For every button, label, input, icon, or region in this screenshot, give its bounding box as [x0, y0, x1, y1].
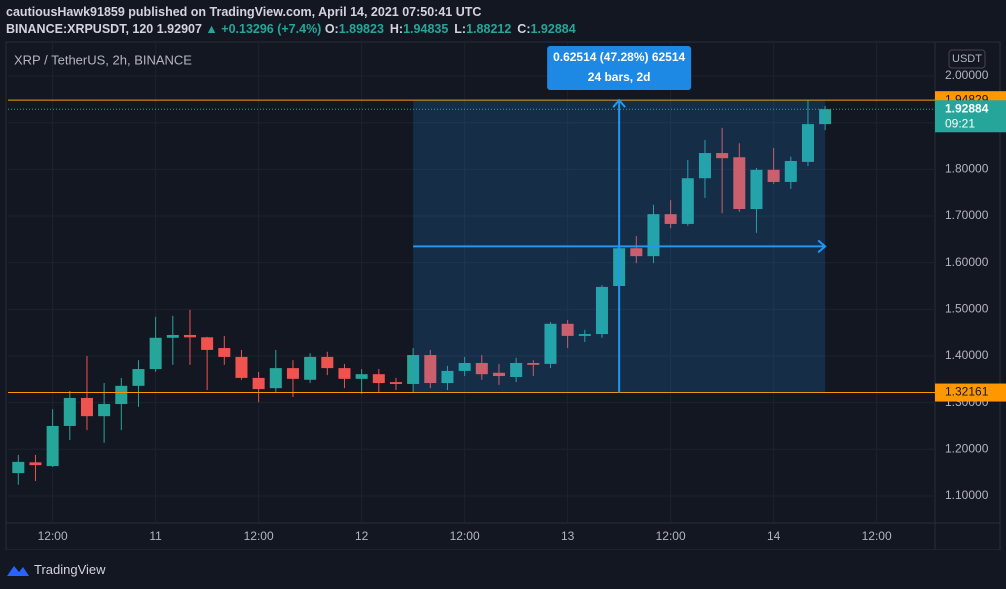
change: ▲ +0.13296 (+7.4%)	[205, 22, 322, 36]
x-tick-label: 12:00	[450, 529, 480, 543]
footer: TradingView	[6, 562, 106, 577]
candle-body	[681, 178, 694, 224]
candle-body	[527, 362, 540, 365]
ohlc-label: H:	[389, 22, 404, 36]
candle-body	[630, 248, 643, 257]
chart-frame	[5, 41, 1001, 550]
y-tick-label: 2.00000	[945, 68, 989, 82]
candle-body	[132, 369, 145, 386]
candle-body	[733, 157, 746, 210]
y-tick-label: 1.10000	[945, 488, 989, 502]
candle-body	[115, 385, 128, 405]
x-tick-label: 12:00	[656, 529, 686, 543]
ohlc-value: 1.88212	[466, 22, 512, 36]
candle-body	[544, 323, 557, 364]
x-tick-label: 12	[355, 529, 369, 543]
last-price-label: 1.92884	[945, 101, 989, 115]
symbol-line: BINANCE:XRPUSDT, 120 1.92907 ▲ +0.13296 …	[6, 21, 582, 38]
y-tick-label: 1.20000	[945, 441, 989, 455]
candle-body	[355, 374, 368, 379]
price-tag	[935, 383, 1006, 402]
candle-body	[252, 377, 265, 390]
candle-body	[80, 397, 93, 417]
x-tick-label: 14	[767, 529, 781, 543]
candle-body	[29, 462, 42, 466]
currency-box	[948, 49, 986, 69]
arrow-head	[817, 239, 827, 254]
candle-body	[269, 368, 282, 389]
y-tick-label: 1.80000	[945, 162, 989, 176]
measure-subtext: 24 bars, 2d	[588, 70, 651, 84]
candle-body	[767, 169, 780, 182]
candle-body	[235, 356, 248, 378]
ohlc-label: C:	[517, 22, 531, 36]
publisher: cautiousHawk91859 published on TradingVi…	[6, 5, 482, 19]
y-tick-label: 1.70000	[945, 208, 989, 222]
ohlc-label: O:	[324, 22, 339, 36]
candle-body	[304, 356, 317, 380]
candle-body	[63, 397, 76, 426]
candle-body	[218, 348, 231, 357]
candle-body	[201, 337, 214, 350]
candle-body	[458, 362, 471, 371]
measure-box	[547, 46, 692, 90]
candle-body	[441, 370, 454, 384]
measure-text: 0.62514 (47.28%) 62514	[553, 50, 685, 64]
y-tick-label: 1.50000	[945, 301, 989, 315]
candle-body	[183, 334, 196, 338]
symbol: BINANCE:XRPUSDT, 120	[6, 22, 154, 36]
candle-body	[750, 169, 763, 210]
logo	[7, 565, 29, 576]
candle-body	[492, 372, 505, 377]
header: cautiousHawk91859 published on TradingVi…	[6, 4, 582, 38]
y-tick-label: 1.40000	[945, 348, 989, 362]
candle-body	[12, 461, 25, 474]
chart: 1.100001.200001.300001.400001.500001.600…	[5, 41, 1006, 550]
price-tag-label: 1.32161	[945, 385, 989, 399]
x-tick-label: 12:00	[862, 529, 892, 543]
brand: TradingView	[34, 562, 106, 577]
candle-body	[424, 355, 437, 384]
y-tick-label: 1.60000	[945, 255, 989, 269]
publisher-line: cautiousHawk91859 published on TradingVi…	[6, 4, 582, 21]
candle-body	[595, 286, 608, 335]
candle-body	[166, 334, 179, 338]
candle-body	[372, 374, 385, 384]
price: 1.92907	[156, 22, 202, 36]
candle-body	[338, 368, 351, 379]
candle-body	[149, 337, 162, 370]
candle-body	[698, 153, 711, 179]
candle-body	[716, 153, 729, 159]
x-tick-label: 11	[149, 529, 162, 543]
candle-body	[286, 368, 299, 379]
candle-body	[561, 323, 574, 336]
countdown: 09:21	[945, 116, 975, 130]
candle-body	[407, 355, 420, 384]
candle-body	[819, 109, 832, 125]
x-tick-label: 13	[561, 529, 575, 543]
candle-body	[578, 334, 591, 336]
ohlc-value: 1.89823	[338, 22, 384, 36]
candle-body	[389, 382, 402, 384]
candle-body	[510, 362, 523, 377]
ohlc-value: 1.92884	[530, 22, 576, 36]
candle-body	[475, 362, 488, 375]
x-tick-label: 12:00	[244, 529, 274, 543]
arrow-head	[612, 98, 626, 108]
candle-body	[801, 124, 814, 162]
ohlc: O:1.89823 H:1.94835 L:1.88212 C:1.92884	[325, 22, 582, 36]
candle-body	[664, 214, 677, 224]
candle-body	[46, 425, 59, 467]
ohlc-label: L:	[454, 22, 467, 36]
currency: USDT	[952, 53, 982, 65]
candle-body	[784, 160, 797, 182]
ohlc-value: 1.94835	[403, 22, 449, 36]
last-price-tag	[935, 100, 1006, 133]
x-tick-label: 12:00	[38, 529, 68, 543]
candle-body	[98, 404, 111, 417]
candle-body	[321, 356, 334, 369]
legend: XRP / TetherUS, 2h, BINANCE	[14, 52, 192, 67]
